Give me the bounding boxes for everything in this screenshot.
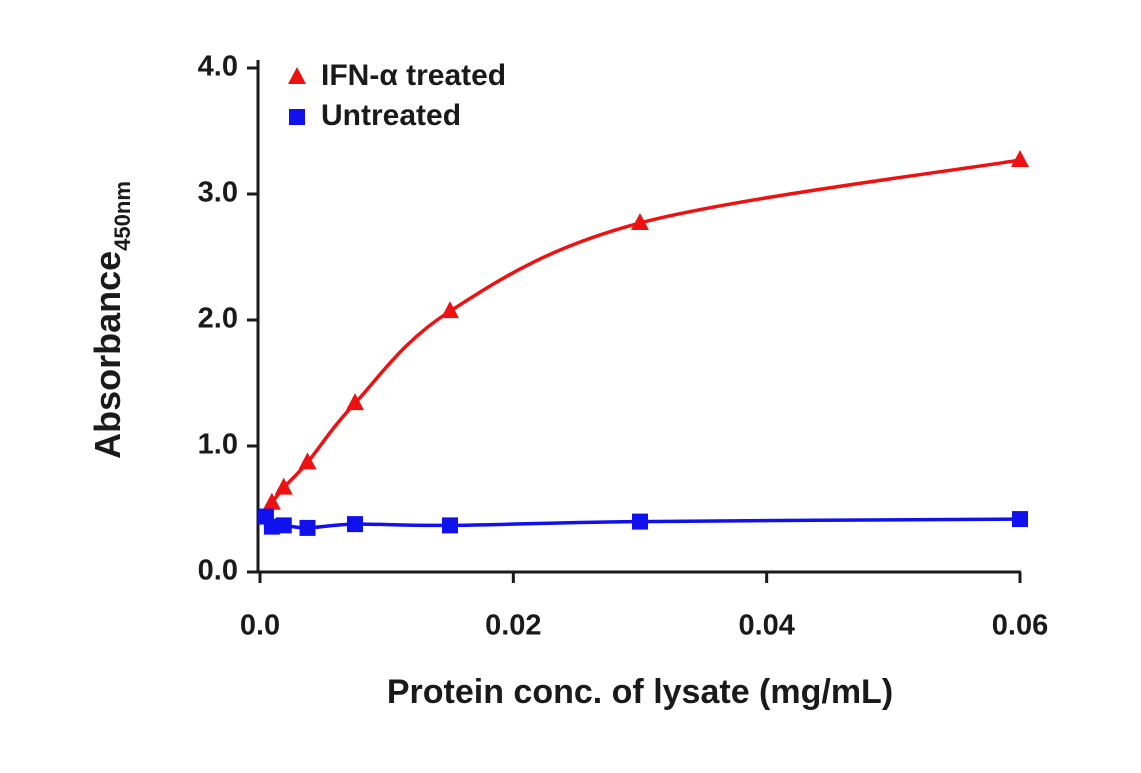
- data-point: [275, 517, 292, 534]
- y-axis-label-sub: 450nm: [110, 181, 135, 251]
- data-point: [632, 513, 648, 530]
- legend-label: Untreated: [321, 99, 461, 132]
- y-tick-label: 0.0: [198, 555, 238, 587]
- data-point: [262, 492, 281, 510]
- data-point: [441, 301, 459, 319]
- data-point: [442, 517, 458, 534]
- legend-marker: [289, 109, 305, 125]
- y-axis-label-main: Absorbance: [87, 251, 128, 459]
- data-point: [346, 393, 364, 411]
- y-tick-label: 1.0: [198, 429, 238, 461]
- x-tick-label: 0.02: [485, 610, 541, 642]
- data-point: [299, 519, 316, 536]
- data-point: [298, 452, 317, 470]
- x-tick-label: 0.0: [240, 610, 280, 642]
- data-point: [1011, 149, 1029, 167]
- y-tick-label: 3.0: [198, 177, 238, 209]
- y-tick-label: 2.0: [198, 303, 238, 335]
- legend-label: IFN-α treated: [321, 59, 506, 92]
- x-tick-label: 0.04: [738, 610, 794, 642]
- data-point: [347, 516, 363, 533]
- series-line: [270, 158, 1021, 504]
- legend-marker: [288, 67, 306, 84]
- data-point: [274, 477, 293, 495]
- y-axis-label: Absorbance450nm: [87, 181, 135, 459]
- x-tick-label: 0.06: [992, 610, 1048, 642]
- data-point: [1012, 511, 1028, 528]
- data-point: [631, 212, 649, 230]
- y-tick-label: 4.0: [198, 51, 238, 83]
- x-axis-label: Protein conc. of lysate (mg/mL): [387, 673, 893, 711]
